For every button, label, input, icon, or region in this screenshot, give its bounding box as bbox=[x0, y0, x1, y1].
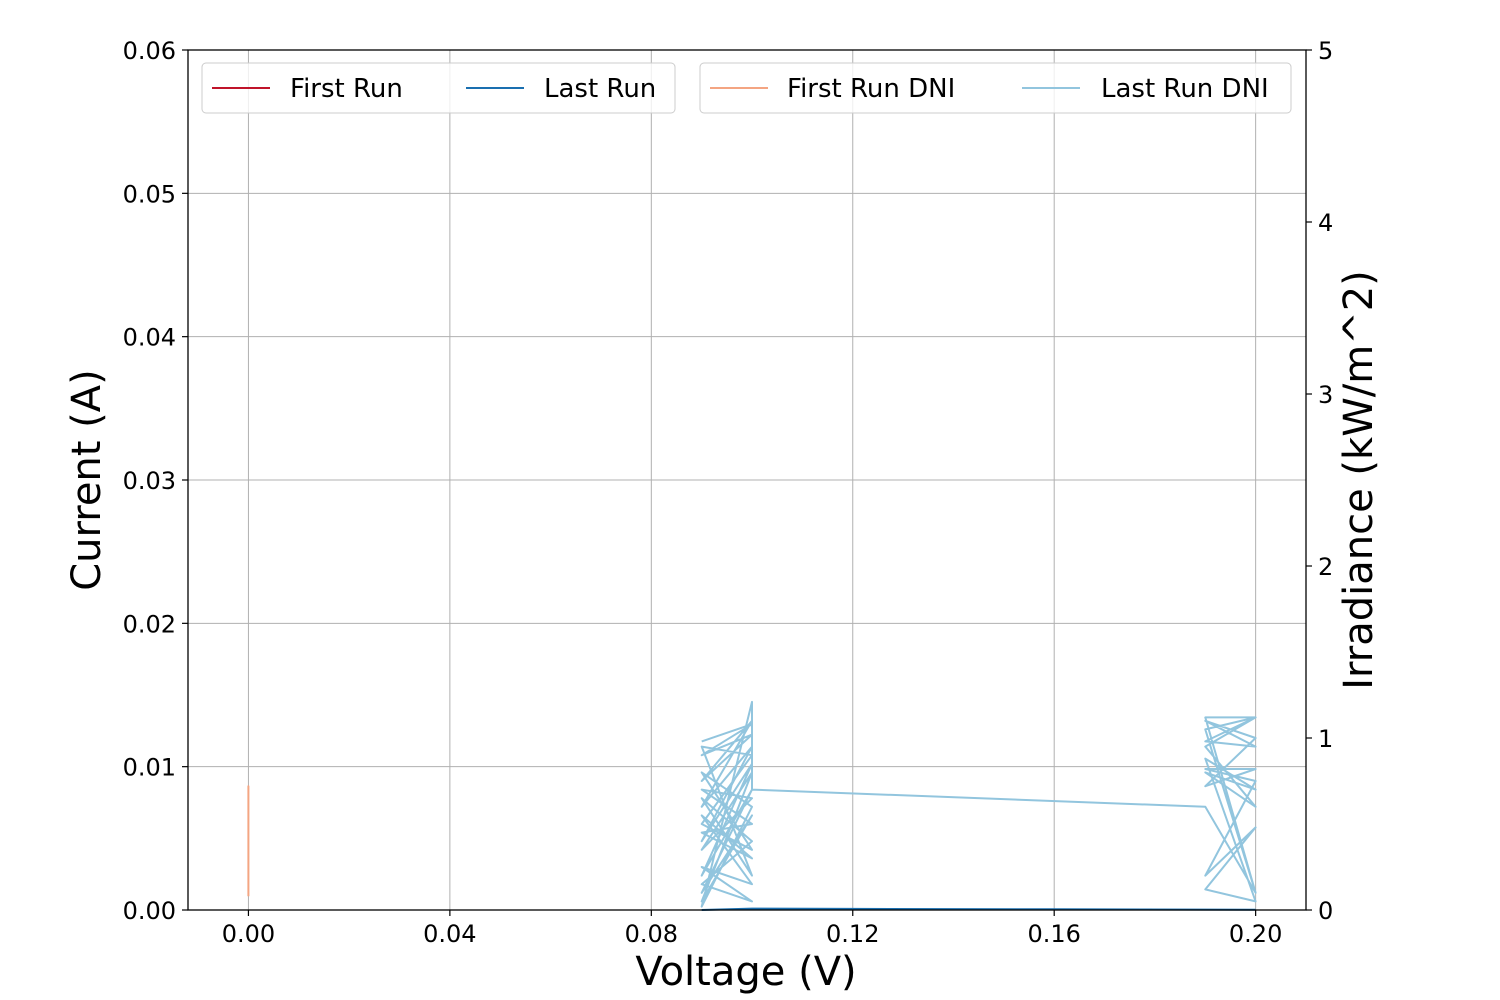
x-tick-label: 0.08 bbox=[625, 920, 678, 948]
y-axis-title: Current (A) bbox=[64, 369, 110, 591]
legend-label-first-run-dni: First Run DNI bbox=[787, 74, 955, 104]
y-tick-label: 0.05 bbox=[123, 180, 176, 208]
series-line-last-run-dni bbox=[700, 700, 1257, 908]
legend-label-last-run: Last Run bbox=[544, 74, 656, 104]
y2-tick-label: 5 bbox=[1318, 37, 1333, 65]
y2-tick-label: 1 bbox=[1318, 725, 1333, 753]
y-tick-label: 0.03 bbox=[123, 467, 176, 495]
x-tick-label: 0.20 bbox=[1229, 920, 1282, 948]
y-tick-label: 0.00 bbox=[123, 897, 176, 925]
legend-label-first-run: First Run bbox=[290, 74, 403, 104]
legend-right-box bbox=[699, 62, 1292, 114]
y2-tick-label: 2 bbox=[1318, 553, 1333, 581]
grid bbox=[188, 49, 1306, 911]
x-axis: 0.00 0.04 0.08 0.12 0.16 0.20 bbox=[222, 910, 1282, 948]
y2-tick-label: 3 bbox=[1318, 381, 1333, 409]
x-tick-label: 0.12 bbox=[826, 920, 879, 948]
y-tick-label: 0.06 bbox=[123, 37, 176, 65]
y-tick-label: 0.02 bbox=[123, 610, 176, 638]
legend-right: First Run DNI Last Run DNI bbox=[699, 62, 1292, 114]
y-tick-label: 0.01 bbox=[123, 754, 176, 782]
y-tick-label: 0.04 bbox=[123, 324, 176, 352]
y2-axis-title: Irradiance (kW/m^2) bbox=[1336, 270, 1382, 690]
legend-left-box bbox=[201, 62, 676, 114]
y-axis-right: 0 1 2 3 4 5 bbox=[1306, 37, 1333, 925]
legend-left: First Run Last Run bbox=[201, 62, 676, 114]
y-axis-left: 0.00 0.01 0.02 0.03 0.04 0.05 0.06 bbox=[123, 37, 188, 925]
x-tick-label: 0.00 bbox=[222, 920, 275, 948]
x-tick-label: 0.16 bbox=[1027, 920, 1080, 948]
x-tick-label: 0.04 bbox=[423, 920, 476, 948]
legend-label-last-run-dni: Last Run DNI bbox=[1101, 74, 1269, 104]
x-axis-title: Voltage (V) bbox=[635, 949, 856, 995]
y2-tick-label: 0 bbox=[1318, 897, 1333, 925]
y2-tick-label: 4 bbox=[1318, 209, 1333, 237]
